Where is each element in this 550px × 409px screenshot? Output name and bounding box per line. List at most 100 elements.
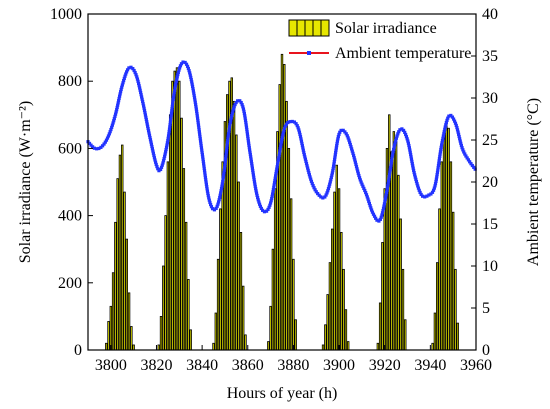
temperature-marker <box>241 105 245 109</box>
temperature-marker <box>380 213 384 217</box>
temperature-marker <box>227 129 231 134</box>
irradiance-bar <box>269 305 272 351</box>
temperature-marker <box>122 76 126 80</box>
temperature-marker <box>435 173 439 177</box>
irradiance-bar <box>445 121 448 351</box>
left-tick-label: 0 <box>74 342 82 359</box>
temperature-marker <box>353 160 357 164</box>
temperature-marker <box>171 97 175 102</box>
temperature-marker <box>386 179 391 183</box>
temperature-marker <box>464 154 468 158</box>
temperature-marker <box>226 134 230 138</box>
temperature-marker <box>445 118 449 122</box>
temperature-marker <box>388 165 393 170</box>
temperature-marker <box>208 200 212 204</box>
temperature-marker <box>143 111 147 115</box>
temperature-marker <box>229 118 233 122</box>
irradiance-bar <box>442 131 446 351</box>
temperature-marker <box>281 133 285 137</box>
temperature-marker <box>183 60 187 65</box>
irradiance-bar <box>294 319 297 351</box>
temperature-marker <box>438 154 442 158</box>
temperature-marker <box>190 82 194 86</box>
temperature-marker <box>209 205 214 209</box>
temperature-marker <box>212 208 217 212</box>
temperature-marker <box>384 190 389 195</box>
temperature-marker <box>280 135 284 139</box>
temperature-marker <box>225 145 229 150</box>
right-tick-label: 25 <box>482 132 498 149</box>
temperature-marker <box>396 132 400 136</box>
irradiance-bar <box>121 144 124 351</box>
temperature-marker <box>254 189 258 193</box>
temperature-marker <box>316 191 320 196</box>
temperature-marker <box>196 123 201 127</box>
temperature-marker <box>387 177 391 181</box>
left-axis-ticks: 0 200 400 600 800 1000 <box>50 6 93 359</box>
temperature-marker <box>371 212 376 216</box>
temperature-marker <box>441 136 445 140</box>
temperature-marker <box>242 111 246 116</box>
temperature-marker <box>321 196 325 200</box>
temperature-marker <box>378 217 382 221</box>
temperature-marker <box>292 120 297 124</box>
x-tick-label: 3920 <box>369 357 401 374</box>
temperature-marker <box>259 206 263 211</box>
temperature-marker <box>435 175 439 179</box>
irradiance-bar <box>331 228 334 351</box>
irradiance-bar <box>324 324 327 351</box>
temperature-marker <box>280 138 284 142</box>
temperature-marker <box>458 139 462 143</box>
temperature-marker <box>395 134 399 138</box>
left-tick-label: 800 <box>58 73 82 90</box>
temperature-marker <box>408 148 412 152</box>
temperature-marker <box>468 160 472 164</box>
temperature-marker <box>200 153 205 157</box>
irradiance-bar <box>328 262 332 351</box>
temperature-marker <box>440 141 444 145</box>
temperature-marker <box>244 123 248 127</box>
temperature-marker <box>324 193 328 197</box>
temperature-marker <box>140 97 144 101</box>
irradiance-bar <box>292 258 295 351</box>
temperature-marker <box>119 90 123 94</box>
temperature-marker <box>372 214 377 218</box>
irradiance-bar <box>109 305 113 351</box>
temperature-marker <box>272 181 277 185</box>
temperature-marker <box>248 148 252 152</box>
temperature-marker <box>270 192 275 196</box>
temperature-marker <box>196 118 200 123</box>
temperature-marker <box>204 182 208 186</box>
temperature-marker <box>390 154 394 158</box>
temperature-marker <box>118 94 122 98</box>
temperature-marker <box>202 162 206 166</box>
temperature-marker <box>353 158 357 162</box>
temperature-marker <box>217 198 221 202</box>
temperature-marker <box>389 163 393 167</box>
temperature-marker <box>268 201 273 205</box>
temperature-marker <box>133 70 137 75</box>
temperature-marker <box>155 164 159 169</box>
temperature-marker <box>197 125 201 129</box>
temperature-marker <box>377 219 381 223</box>
temperature-marker <box>436 166 440 170</box>
temperature-marker <box>347 138 351 142</box>
temperature-marker <box>144 115 148 119</box>
temperature-marker <box>147 133 152 137</box>
x-axis-ticks: 3800 3820 3840 3860 3880 3900 3920 3940 3960 <box>95 345 492 374</box>
temperature-marker <box>118 92 122 96</box>
temperature-marker <box>256 196 260 200</box>
legend-label-temperature: Ambient temperature <box>335 45 471 62</box>
temperature-marker <box>352 156 356 160</box>
temperature-marker <box>123 74 127 78</box>
temperature-marker <box>166 134 171 138</box>
temperature-marker <box>105 136 110 140</box>
temperature-marker <box>223 159 227 163</box>
temperature-marker <box>273 178 277 183</box>
irradiance-bar <box>182 168 186 351</box>
temperature-marker <box>334 150 338 155</box>
temperature-marker <box>425 194 429 198</box>
temperature-marker <box>205 189 210 193</box>
temperature-marker <box>248 152 252 157</box>
irradiance-bar <box>159 315 163 351</box>
